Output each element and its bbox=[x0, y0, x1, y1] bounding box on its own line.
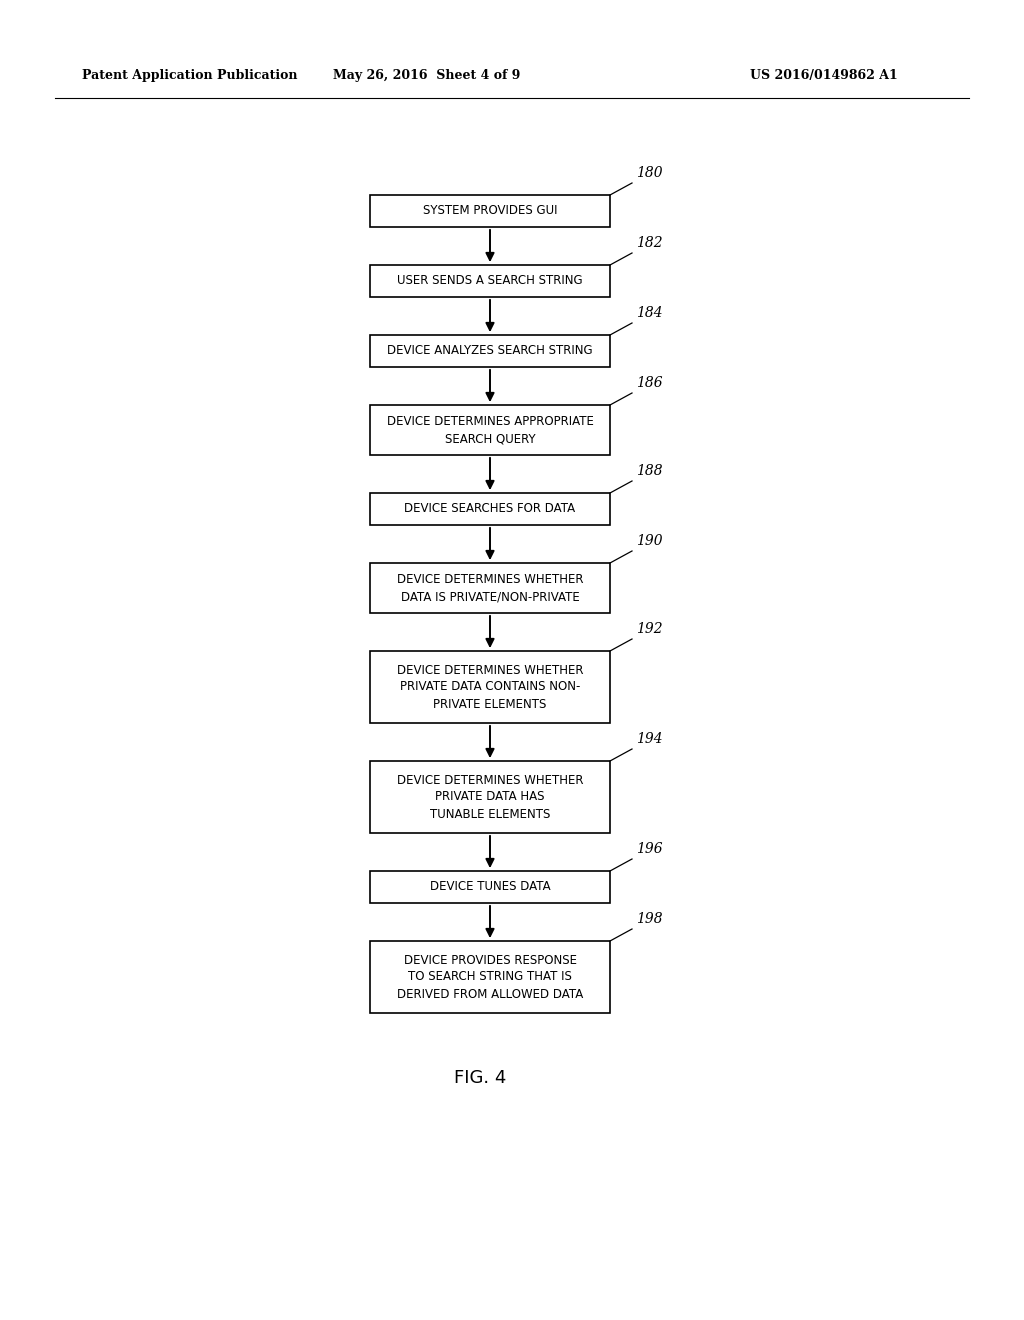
FancyBboxPatch shape bbox=[370, 335, 610, 367]
Text: 192: 192 bbox=[636, 622, 663, 636]
FancyBboxPatch shape bbox=[370, 195, 610, 227]
FancyBboxPatch shape bbox=[370, 492, 610, 525]
Text: 198: 198 bbox=[636, 912, 663, 927]
Text: DEVICE DETERMINES WHETHER
PRIVATE DATA CONTAINS NON-
PRIVATE ELEMENTS: DEVICE DETERMINES WHETHER PRIVATE DATA C… bbox=[396, 664, 584, 710]
Text: US 2016/0149862 A1: US 2016/0149862 A1 bbox=[750, 69, 898, 82]
Text: 190: 190 bbox=[636, 535, 663, 548]
Text: 180: 180 bbox=[636, 166, 663, 180]
FancyBboxPatch shape bbox=[370, 564, 610, 612]
FancyBboxPatch shape bbox=[370, 762, 610, 833]
Text: 182: 182 bbox=[636, 236, 663, 249]
Text: May 26, 2016  Sheet 4 of 9: May 26, 2016 Sheet 4 of 9 bbox=[334, 69, 520, 82]
Text: SYSTEM PROVIDES GUI: SYSTEM PROVIDES GUI bbox=[423, 205, 557, 218]
Text: DEVICE DETERMINES WHETHER
DATA IS PRIVATE/NON-PRIVATE: DEVICE DETERMINES WHETHER DATA IS PRIVAT… bbox=[396, 573, 584, 603]
FancyBboxPatch shape bbox=[370, 651, 610, 723]
FancyBboxPatch shape bbox=[370, 405, 610, 455]
Text: DEVICE TUNES DATA: DEVICE TUNES DATA bbox=[430, 880, 550, 894]
Text: Patent Application Publication: Patent Application Publication bbox=[82, 69, 298, 82]
Text: FIG. 4: FIG. 4 bbox=[454, 1069, 506, 1086]
Text: 186: 186 bbox=[636, 376, 663, 389]
Text: 188: 188 bbox=[636, 465, 663, 478]
Text: DEVICE SEARCHES FOR DATA: DEVICE SEARCHES FOR DATA bbox=[404, 503, 575, 516]
Text: USER SENDS A SEARCH STRING: USER SENDS A SEARCH STRING bbox=[397, 275, 583, 288]
Text: DEVICE PROVIDES RESPONSE
TO SEARCH STRING THAT IS
DERIVED FROM ALLOWED DATA: DEVICE PROVIDES RESPONSE TO SEARCH STRIN… bbox=[397, 953, 583, 1001]
Text: DEVICE ANALYZES SEARCH STRING: DEVICE ANALYZES SEARCH STRING bbox=[387, 345, 593, 358]
FancyBboxPatch shape bbox=[370, 871, 610, 903]
Text: 194: 194 bbox=[636, 733, 663, 746]
FancyBboxPatch shape bbox=[370, 265, 610, 297]
Text: DEVICE DETERMINES WHETHER
PRIVATE DATA HAS
TUNABLE ELEMENTS: DEVICE DETERMINES WHETHER PRIVATE DATA H… bbox=[396, 774, 584, 821]
Text: 184: 184 bbox=[636, 306, 663, 319]
FancyBboxPatch shape bbox=[370, 941, 610, 1012]
Text: DEVICE DETERMINES APPROPRIATE
SEARCH QUERY: DEVICE DETERMINES APPROPRIATE SEARCH QUE… bbox=[387, 414, 594, 445]
Text: 196: 196 bbox=[636, 842, 663, 855]
